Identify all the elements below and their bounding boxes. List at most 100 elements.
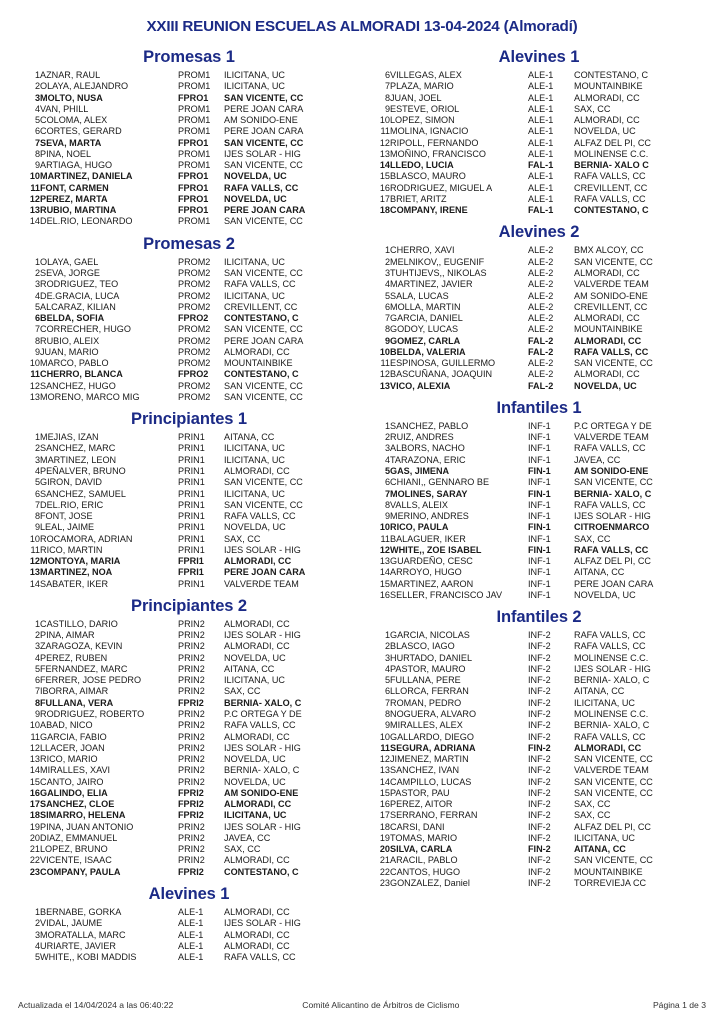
cell-club: ILICITANA, UC	[224, 290, 285, 301]
cell-cat: FPRI2	[178, 866, 204, 877]
cell-num: 8	[34, 697, 40, 708]
cell-cat: PROM2	[178, 335, 211, 346]
cell-name: SANCHEZ, SAMUEL	[40, 488, 126, 499]
table-row: 16 RODRIGUEZ, MIGUEL A ALE-1 CREVILLENT, CC	[368, 183, 710, 194]
cell-name: CANTOS, HUGO	[390, 866, 461, 877]
cell-club: IJES SOLAR - HIG	[224, 630, 301, 641]
cell-club: BERNIA- XALO C	[574, 160, 649, 171]
cell-num: 7	[384, 697, 390, 708]
table-row: 16 PEREZ, AITOR INF-2 SAX, CC	[368, 799, 710, 810]
section-title: Infantiles 2	[496, 608, 582, 627]
cell-name: TUHTIJEVS,, NIKOLAS	[390, 267, 487, 278]
cell-club: SAX, CC	[224, 844, 261, 855]
cell-name: GARCIA, DANIEL	[390, 313, 463, 324]
cell-cat: PRIN1	[178, 533, 205, 544]
table-row: 9 LEAL, JAIME PRIN1 NOVELDA, UC	[18, 522, 360, 533]
cell-cat: INF-2	[528, 821, 551, 832]
cell-club: ILICITANA, UC	[224, 70, 285, 80]
cell-cat: FIN-1	[528, 488, 551, 499]
cell-name: JUAN, MARIO	[40, 346, 99, 357]
cell-club: ILICITANA, UC	[574, 832, 635, 843]
cell-club: AITANA, CC	[224, 432, 275, 443]
cell-cat: FAL-2	[528, 380, 554, 391]
cell-num: 2	[384, 256, 390, 267]
table-row: 13 MORENO, MARCO MIG PROM2 SAN VICENTE, CC	[18, 392, 360, 403]
cell-club: ALFAZ DEL PI, CC	[574, 821, 651, 832]
cell-club: ILICITANA, UC	[224, 454, 285, 465]
cell-club: ALMORADI, CC	[224, 618, 290, 629]
cell-num: 1	[34, 432, 40, 443]
table-row: 9 GOMEZ, CARLA FAL-2 ALMORADI, CC	[368, 336, 710, 347]
table-row: 6 BELDA, SOFIA FPRO2 CONTESTANO, C	[18, 313, 360, 324]
table-row: 5 ALCARAZ, KILIAN PROM2 CREVILLENT, CC	[18, 302, 360, 313]
cell-cat: FPRO1	[178, 137, 209, 148]
table-row: 13 RICO, MARIO PRIN2 NOVELDA, UC	[18, 754, 360, 765]
table-row: 3 ALBORS, NACHO INF-1 RAFA VALLS, CC	[368, 443, 710, 454]
cell-cat: ALE-1	[528, 137, 554, 148]
cell-num: 9	[384, 511, 390, 522]
table-row: 6 LLORCA, FERRAN INF-2 AITANA, CC	[368, 686, 710, 697]
riders-table: 1 CASTILLO, DARIO PRIN2 ALMORADI, CC 2 PINA, …	[18, 619, 360, 878]
cell-cat: FIN-1	[528, 465, 551, 476]
cell-num: 13	[29, 205, 40, 216]
cell-cat: INF-2	[528, 754, 551, 765]
cell-cat: ALE-1	[528, 148, 554, 159]
table-row: 1 MEJIAS, IZAN PRIN1 AITANA, CC	[18, 432, 360, 443]
cell-name: MONTOYA, MARIA	[40, 556, 121, 567]
cell-cat: INF-2	[528, 641, 551, 652]
cell-name: ROCAMORA, ADRIAN	[40, 533, 133, 544]
cell-club: CONTESTANO, C	[574, 205, 649, 216]
cell-club: P.C ORTEGA Y DE	[224, 709, 302, 720]
cell-club: CONTESTANO, C	[224, 369, 299, 380]
cell-name: CHERRO, BLANCA	[40, 369, 123, 380]
cell-cat: INF-1	[528, 420, 551, 431]
cell-cat: INF-1	[528, 499, 551, 510]
cell-name: GODOY, LUCAS	[390, 324, 459, 335]
cell-name: SANCHEZ, HUGO	[40, 380, 116, 391]
table-row: 8 FULLANA, VERA FPRI2 BERNIA- XALO, C	[18, 698, 360, 709]
cell-num: 8	[384, 709, 390, 720]
cell-club: IJES SOLAR - HIG	[224, 544, 301, 555]
cell-club: ILICITANA, UC	[224, 675, 285, 686]
cell-name: JUAN, JOEL	[390, 92, 442, 103]
cell-cat: FIN-1	[528, 544, 551, 555]
cell-club: ALMORADI, CC	[574, 267, 640, 278]
cell-num: 3	[34, 641, 40, 652]
cell-num: 6	[34, 313, 40, 324]
cell-club: AITANA, CC	[574, 567, 625, 578]
cell-cat: ALE-2	[528, 245, 554, 256]
cell-num: 3	[34, 279, 40, 290]
cell-num: 6	[384, 301, 390, 312]
cell-club: NOVELDA, UC	[224, 754, 286, 765]
cell-club: ILICITANA, UC	[224, 443, 285, 454]
cell-cat: INF-2	[528, 832, 551, 843]
cell-name: BLASCO, IAGO	[390, 641, 455, 652]
cell-num: 3	[34, 92, 40, 103]
table-row: 4 PEÑALVER, BRUNO PRIN1 ALMORADI, CC	[18, 466, 360, 477]
cell-club: AM SONIDO-ENE	[224, 787, 299, 798]
table-row: 20 SILVA, CARLA FIN-2 AITANA, CC	[368, 844, 710, 855]
table-row: 6 VILLEGAS, ALEX ALE-1 CONTESTANO, C	[368, 70, 710, 81]
table-row: 21 LOPEZ, BRUNO PRIN2 SAX, CC	[18, 844, 360, 855]
cell-club: SAX, CC	[224, 686, 261, 697]
cell-cat: INF-2	[528, 776, 551, 787]
cell-club: JAVEA, CC	[574, 454, 621, 465]
table-row: 9 MERINO, ANDRES INF-1 IJES SOLAR - HIG	[368, 511, 710, 522]
cell-name: LOPEZ, SIMON	[390, 115, 455, 126]
cell-num: 6	[34, 675, 40, 686]
table-row: 8 RUBIO, ALEIX PROM2 PERE JOAN CARA	[18, 336, 360, 347]
table-row: 7 ROMAN, PEDRO INF-2 ILICITANA, UC	[368, 698, 710, 709]
cell-club: SAN VICENTE, CC	[574, 256, 653, 267]
cell-club: NOVELDA, UC	[574, 126, 636, 137]
cell-name: JIMENEZ, MARTIN	[390, 754, 469, 765]
cell-name: MORENO, MARCO MIG	[40, 391, 140, 402]
table-row: 7 DEL.RIO, ERIC PRIN1 SAN VICENTE, CC	[18, 500, 360, 511]
table-row: 5 FULLANA, PERE INF-2 BERNIA- XALO, C	[368, 675, 710, 686]
cell-club: RAFA VALLS, CC	[224, 182, 299, 193]
section-alevines-2: Alevines 2 1 CHERRO, XAVI ALE-2 BMX ALCOY, C…	[368, 223, 710, 391]
cell-cat: PRIN2	[178, 832, 205, 843]
cell-num: 2	[34, 267, 40, 278]
cell-cat: INF-2	[528, 799, 551, 810]
cell-club: IJES SOLAR - HIG	[224, 742, 301, 753]
cell-name: PASTOR, PAU	[390, 787, 450, 798]
